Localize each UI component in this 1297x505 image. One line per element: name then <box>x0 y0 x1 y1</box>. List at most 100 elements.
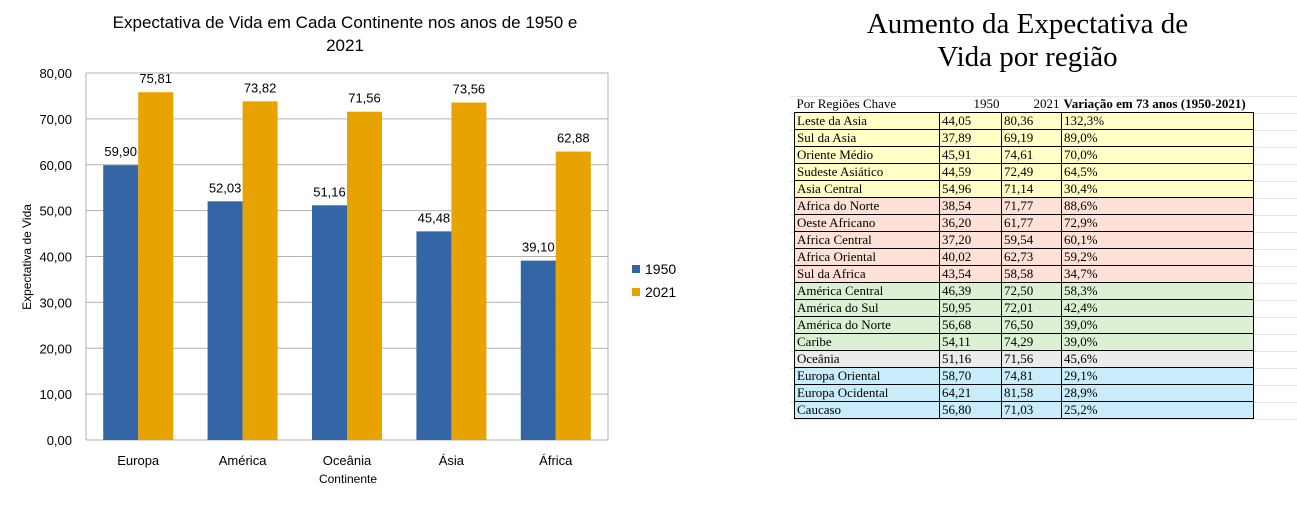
cell-change: 30,4% <box>1061 180 1254 198</box>
cell-region: Oeste Africano <box>794 214 940 232</box>
cell-change: 89,0% <box>1061 129 1254 147</box>
cell-1950: 37,89 <box>939 129 1002 147</box>
cell-change: 25,2% <box>1061 401 1254 419</box>
cell-change: 64,5% <box>1061 163 1254 181</box>
chart-title-line-1: Expectativa de Vida em Cada Continente n… <box>113 13 578 32</box>
cell-2021: 71,14 <box>1001 180 1062 198</box>
table-row: Caucaso 56,80 71,03 25,2% <box>794 401 1254 419</box>
cell-region: América Central <box>794 282 940 300</box>
bar-1950-3 <box>416 231 452 440</box>
bar-1950-4 <box>520 260 556 440</box>
table-row: Sul da Asia 37,89 69,19 89,0% <box>794 129 1254 147</box>
cell-2021: 76,50 <box>1001 316 1062 334</box>
bar-1950-1 <box>207 201 243 440</box>
bar-2021-2 <box>347 111 382 440</box>
cell-2021: 80,36 <box>1001 112 1062 130</box>
cell-1950: 44,05 <box>939 112 1002 130</box>
cell-1950: 46,39 <box>939 282 1002 300</box>
table-row: Sul da Africa 43,54 58,58 34,7% <box>794 265 1254 283</box>
header-1950: 1950 <box>939 96 1002 113</box>
data-label-1950-0: 59,90 <box>104 144 137 159</box>
cell-1950: 54,11 <box>939 333 1002 351</box>
y-tick-label: 40,00 <box>39 250 72 265</box>
cell-region: América do Norte <box>794 316 940 334</box>
cell-1950: 50,95 <box>939 299 1002 317</box>
table-row: Africa Oriental 40,02 62,73 59,2% <box>794 248 1254 266</box>
cell-change: 132,3% <box>1061 112 1254 130</box>
table-title-line-1: Aumento da Expectativa de <box>866 8 1189 40</box>
table-title: Aumento da Expectativa de Vida por regiã… <box>810 8 1245 74</box>
table-row: Africa Central 37,20 59,54 60,1% <box>794 231 1254 249</box>
cell-region: Caucaso <box>794 401 940 419</box>
cell-region: Oriente Médio <box>794 146 940 164</box>
table-body: Leste da Asia 44,05 80,36 132,3% Sul da Asia… <box>794 112 1254 419</box>
cell-1950: 37,20 <box>939 231 1002 249</box>
header-region: Por Regiões Chave <box>794 96 940 113</box>
cell-region: Europa Ocidental <box>794 384 940 402</box>
cell-region: Sul da Africa <box>794 265 940 283</box>
table-row: Leste da Asia 44,05 80,36 132,3% <box>794 112 1254 130</box>
cell-1950: 58,70 <box>939 367 1002 385</box>
header-change: Variação em 73 anos (1950-2021) <box>1061 96 1254 113</box>
cell-change: 42,4% <box>1061 299 1254 317</box>
y-tick-label: 50,00 <box>39 204 72 219</box>
table-row: Oriente Médio 45,91 74,61 70,0% <box>794 146 1254 164</box>
cell-region: Leste da Asia <box>794 112 940 130</box>
cell-change: 70,0% <box>1061 146 1254 164</box>
data-labels: 59,90 75,81 52,03 73,82 51,16 71,56 45,48 73,56… <box>104 71 589 254</box>
cell-1950: 56,68 <box>939 316 1002 334</box>
table-row: América do Norte 56,68 76,50 39,0% <box>794 316 1254 334</box>
data-label-2021-3: 73,56 <box>453 82 486 97</box>
x-tick-label: América <box>219 453 267 468</box>
cell-change: 58,3% <box>1061 282 1254 300</box>
y-tick-label: 30,00 <box>39 295 72 310</box>
table-row: Africa do Norte 38,54 71,77 88,6% <box>794 197 1254 215</box>
bar-2021-3 <box>451 102 487 440</box>
y-tick-label: 0,00 <box>47 433 72 448</box>
cell-region: Europa Oriental <box>794 367 940 385</box>
cell-1950: 56,80 <box>939 401 1002 419</box>
chart-title-line-2: 2021 <box>326 36 364 55</box>
y-tick-label: 80,00 <box>39 66 72 81</box>
cell-region: América do Sul <box>794 299 940 317</box>
y-axis-title: Expectativa de Vida <box>20 204 34 310</box>
legend-swatch-1950 <box>632 265 640 273</box>
cell-change: 45,6% <box>1061 350 1254 368</box>
cell-1950: 36,20 <box>939 214 1002 232</box>
cell-change: 72,9% <box>1061 214 1254 232</box>
cell-1950: 45,91 <box>939 146 1002 164</box>
legend: 1950 2021 <box>632 261 676 300</box>
table-title-line-2: Vida por região <box>937 41 1118 73</box>
cell-1950: 54,96 <box>939 180 1002 198</box>
x-tick-label: Ásia <box>439 453 465 468</box>
cell-change: 29,1% <box>1061 367 1254 385</box>
bars <box>103 92 591 441</box>
table-row: Sudeste Asiático 44,59 72,49 64,5% <box>794 163 1254 181</box>
cell-2021: 62,73 <box>1001 248 1062 266</box>
y-tick-label: 10,00 <box>39 387 72 402</box>
cell-2021: 72,49 <box>1001 163 1062 181</box>
chart-canvas: Expectativa de Vida em Cada Continente n… <box>20 13 676 486</box>
x-tick-label: Oceânia <box>323 453 372 468</box>
cell-2021: 74,61 <box>1001 146 1062 164</box>
y-tick-label: 20,00 <box>39 341 72 356</box>
header-2021: 2021 <box>1001 96 1062 113</box>
cell-2021: 71,56 <box>1001 350 1062 368</box>
data-label-1950-3: 45,48 <box>418 210 451 225</box>
cell-change: 60,1% <box>1061 231 1254 249</box>
cell-region: Africa Oriental <box>794 248 940 266</box>
y-axis-ticks: 0,00 10,00 20,00 30,00 40,00 50,00 60,00 70,00 8… <box>39 66 72 448</box>
bar-2021-1 <box>242 101 278 440</box>
cell-2021: 59,54 <box>1001 231 1062 249</box>
x-axis-title: Continente <box>319 472 377 486</box>
data-label-1950-1: 52,03 <box>209 180 242 195</box>
cell-2021: 74,81 <box>1001 367 1062 385</box>
table-row: Europa Oriental 58,70 74,81 29,1% <box>794 367 1254 385</box>
bar-2021-4 <box>555 151 591 440</box>
cell-2021: 61,77 <box>1001 214 1062 232</box>
legend-label-2021: 2021 <box>645 284 676 300</box>
x-tick-label: África <box>539 453 573 468</box>
cell-1950: 38,54 <box>939 197 1002 215</box>
data-label-1950-4: 39,10 <box>522 240 555 255</box>
y-tick-label: 60,00 <box>39 158 72 173</box>
